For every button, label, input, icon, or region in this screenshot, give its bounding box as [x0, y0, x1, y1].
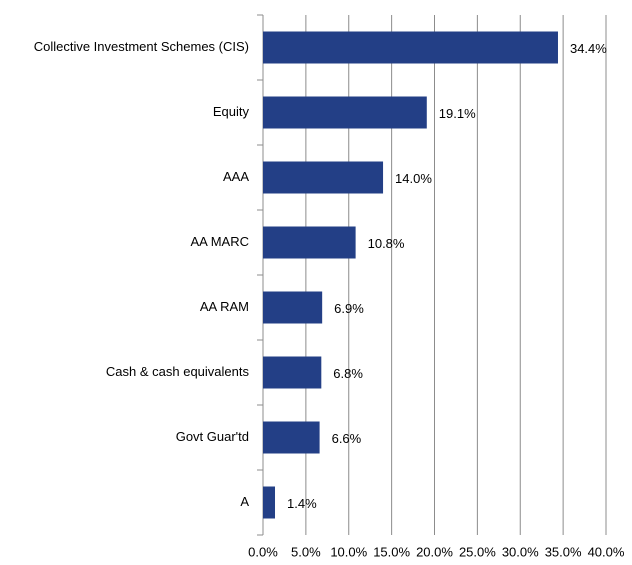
data-label: 1.4% [287, 496, 317, 511]
x-tick-label: 40.0% [588, 544, 625, 559]
x-tick-label: 15.0% [373, 544, 410, 559]
bar [263, 421, 320, 454]
data-label: 19.1% [439, 106, 476, 121]
bar [263, 31, 558, 64]
y-tick-label: AA MARC [190, 234, 249, 249]
data-label: 10.8% [368, 236, 405, 251]
data-label: 14.0% [395, 171, 432, 186]
y-tick-label: Equity [213, 104, 250, 119]
y-tick-label: AA RAM [200, 299, 249, 314]
y-tick-label: Collective Investment Schemes (CIS) [34, 39, 249, 54]
bar [263, 486, 276, 519]
y-tick-label: Cash & cash equivalents [106, 364, 250, 379]
x-tick-label: 35.0% [545, 544, 582, 559]
y-tick-label: Govt Guar'td [176, 429, 249, 444]
bar [263, 291, 323, 324]
bar [263, 96, 427, 129]
data-label: 6.6% [332, 431, 362, 446]
data-label: 6.8% [333, 366, 363, 381]
x-tick-label: 20.0% [416, 544, 453, 559]
data-label: 34.4% [570, 41, 607, 56]
data-label: 6.9% [334, 301, 364, 316]
y-tick-label: AAA [223, 169, 249, 184]
x-tick-label: 0.0% [248, 544, 278, 559]
y-tick-label: A [240, 494, 249, 509]
bar [263, 161, 384, 194]
bar [263, 356, 322, 389]
x-tick-label: 30.0% [502, 544, 539, 559]
bar [263, 226, 356, 259]
x-tick-label: 25.0% [459, 544, 496, 559]
x-tick-label: 5.0% [291, 544, 321, 559]
x-tick-label: 10.0% [330, 544, 367, 559]
